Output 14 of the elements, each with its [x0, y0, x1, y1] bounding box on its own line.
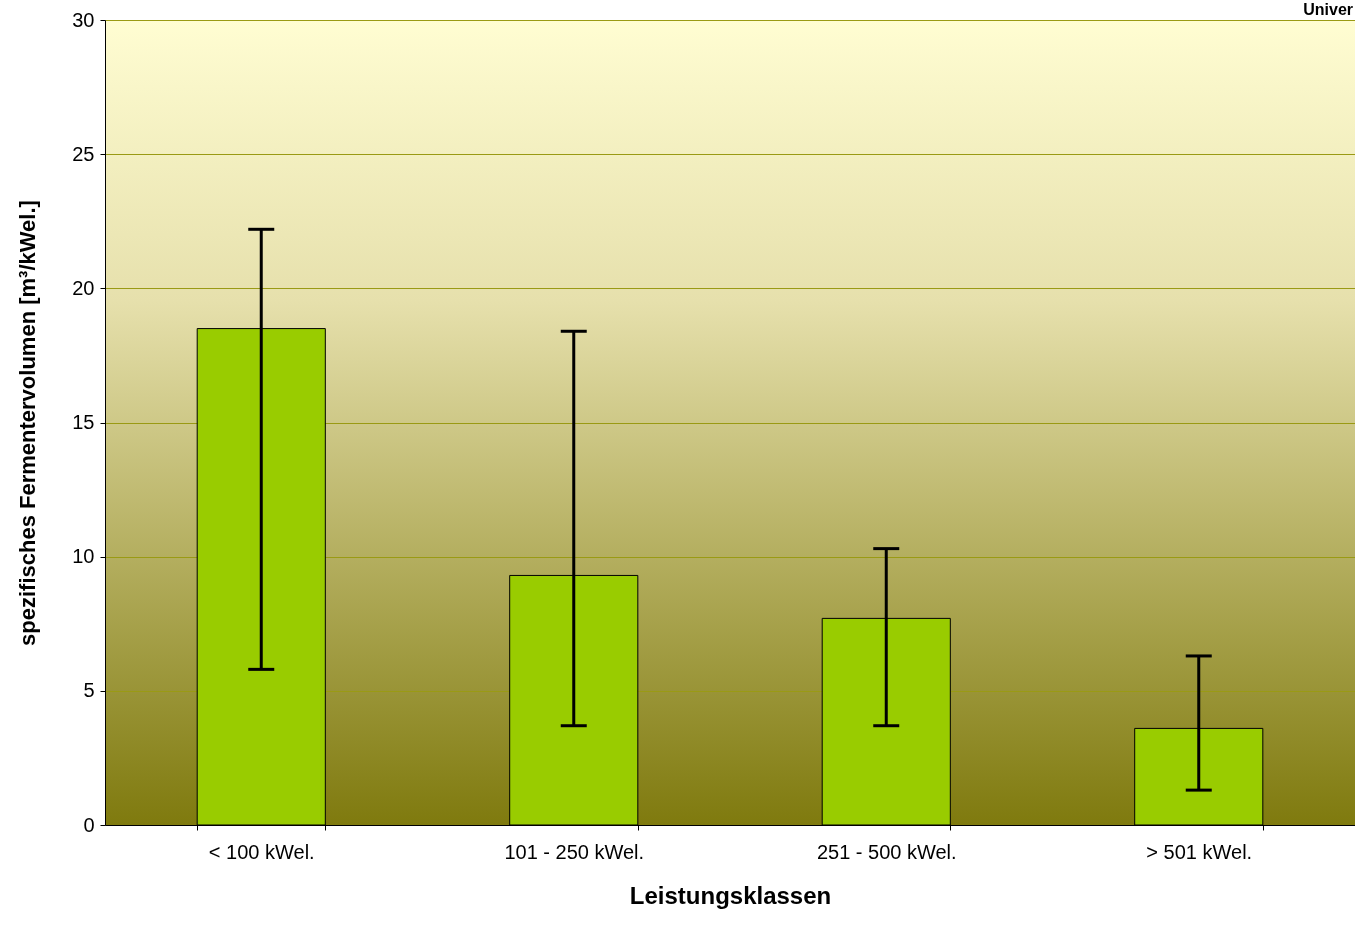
x-tick-label: 251 - 500 kWel. — [816, 840, 957, 863]
y-tick-label: 25 — [72, 142, 95, 165]
x-tick-label: < 100 kWel. — [208, 840, 315, 863]
x-axis-title: Leistungsklassen — [629, 881, 832, 909]
y-tick-label: 5 — [83, 679, 95, 702]
y-tick-label: 10 — [72, 545, 95, 568]
y-tick-label: 0 — [83, 813, 95, 836]
text: Univer — [1303, 1, 1353, 18]
x-tick-label: 101 - 250 kWel. — [504, 840, 645, 863]
y-axis-title: spezifisches Fermentervolumen [m³/kWel.] — [15, 200, 41, 646]
x-tick-label: > 501 kWel. — [1146, 840, 1253, 863]
y-tick-label: 20 — [72, 276, 95, 299]
y-tick-label: 15 — [72, 411, 95, 433]
y-tick-label: 30 — [72, 8, 95, 31]
